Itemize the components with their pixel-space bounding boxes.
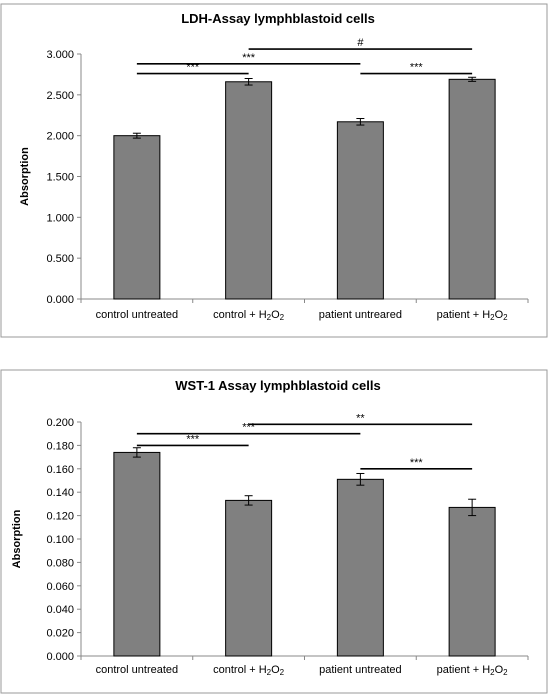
bar xyxy=(225,499,273,657)
y-tick-label: 0.140 xyxy=(46,487,74,499)
y-tick-label: 0.120 xyxy=(46,511,74,523)
y-tick-label: 0.080 xyxy=(46,557,74,569)
bar xyxy=(225,81,273,300)
significance-label: *** xyxy=(186,62,200,74)
significance-label: *** xyxy=(242,52,256,64)
chart-panel-b: WST-1 Assay lymphblastoid cells Absorptio… xyxy=(0,369,548,694)
bar xyxy=(336,121,384,300)
bar xyxy=(336,478,384,657)
y-tick-label: 1.000 xyxy=(46,212,74,224)
y-tick-label: 1.500 xyxy=(46,172,74,184)
y-tick-label: 0.020 xyxy=(46,628,74,640)
y-tick-label: 0.500 xyxy=(46,253,74,265)
x-tick-label: patient + H2O2 xyxy=(437,664,509,677)
y-tick-label: 2.500 xyxy=(46,90,74,102)
y-tick-label: 0.160 xyxy=(46,464,74,476)
chart-title: WST-1 Assay lymphblastoid cells xyxy=(175,378,380,393)
x-tick-label: patient + H2O2 xyxy=(437,309,509,322)
y-tick-label: 0.100 xyxy=(46,534,74,546)
bar xyxy=(448,78,496,300)
y-tick-label: 0.040 xyxy=(46,604,74,616)
x-tick-label: control untreated xyxy=(96,309,179,321)
significance-label: *** xyxy=(410,457,424,469)
y-tick-label: 0.000 xyxy=(46,651,74,663)
y-tick-label: 2.000 xyxy=(46,131,74,143)
significance-label: *** xyxy=(186,433,200,445)
bar xyxy=(113,135,161,300)
x-tick-label: control + H2O2 xyxy=(213,664,285,677)
y-tick-label: 0.000 xyxy=(46,294,74,306)
x-tick-label: control untreated xyxy=(96,664,179,676)
chart-title: LDH-Assay lymphblastoid cells xyxy=(181,11,375,26)
chart-panel-a: LDH-Assay lymphblastoid cells Absorption 0… xyxy=(0,3,548,338)
y-tick-label: 0.060 xyxy=(46,581,74,593)
y-tick-label: 3.000 xyxy=(46,49,74,61)
y-tick-label: 0.200 xyxy=(46,417,74,429)
bar xyxy=(113,451,161,657)
x-tick-label: patient untreated xyxy=(319,664,402,676)
bar xyxy=(448,506,496,657)
x-tick-label: control + H2O2 xyxy=(213,309,285,322)
significance-label: ** xyxy=(356,412,365,424)
y-axis-label: Absorption xyxy=(11,509,23,568)
y-tick-label: 0.180 xyxy=(46,440,74,452)
significance-label: # xyxy=(357,37,364,49)
x-tick-label: patient untreared xyxy=(319,309,402,321)
significance-label: *** xyxy=(410,62,424,74)
significance-label: *** xyxy=(242,422,256,434)
y-axis-label: Absorption xyxy=(19,147,31,206)
